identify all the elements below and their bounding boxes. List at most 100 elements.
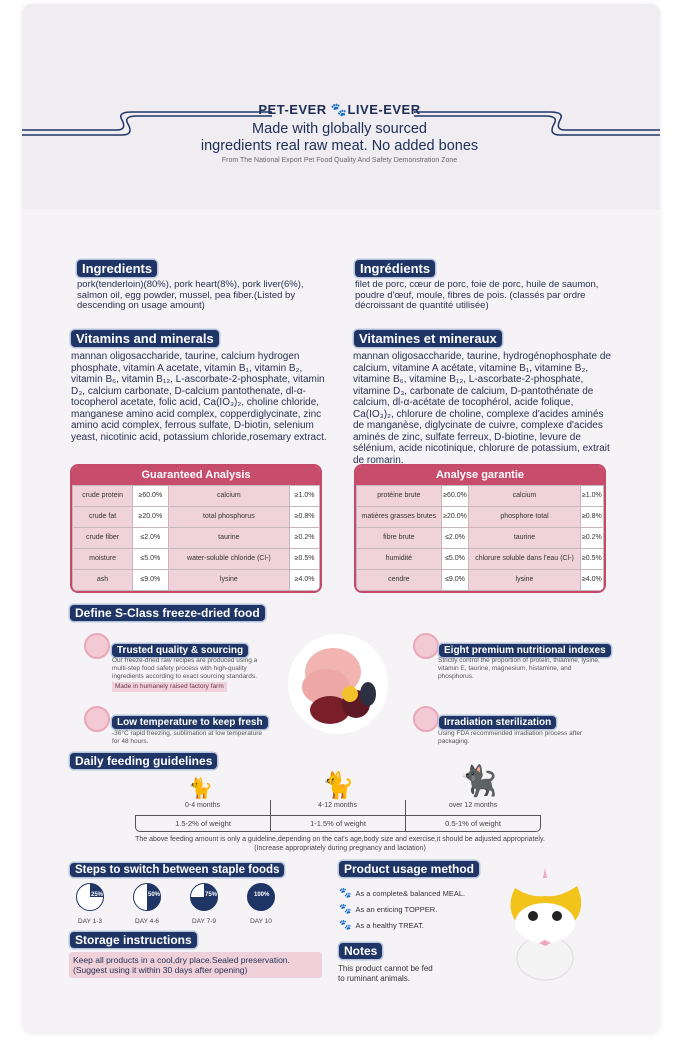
nutrient-name: ash <box>72 569 134 591</box>
source-note: From The National Export Pet Food Qualit… <box>221 157 458 164</box>
amount-cell: 1.5-2% of weight <box>136 816 271 831</box>
table-row: crude fiber ≤2.0% taurine ≥0.2% <box>72 527 320 549</box>
nutrient-name: fibre brute <box>356 527 442 549</box>
young-cat-icon: 🐈 <box>322 770 355 800</box>
table-row: protéine brute ≥60.0% calcium ≥1.0% <box>356 485 604 507</box>
fish-icon <box>84 633 110 659</box>
nutrient-name: calcium <box>468 485 581 507</box>
storage-text: Keep all products in a cool,dry place.Se… <box>69 952 322 978</box>
nutrient-name: calcium <box>167 485 291 507</box>
nutrient-name: total phosphorus <box>167 506 291 528</box>
nutrient-name: taurine <box>468 527 581 549</box>
nutrient-value: ≥0.8% <box>289 506 320 528</box>
switch-day-label: DAY 1-3 <box>78 918 102 925</box>
nutrient-name: taurine <box>167 527 291 549</box>
nutrient-name: lysine <box>167 569 291 591</box>
nutrient-value: ≥0.2% <box>579 527 604 549</box>
nutrient-name: cendre <box>356 569 442 591</box>
amount-cell: 0.5-1% of weight <box>445 819 501 828</box>
notes-text: This product cannot be fed to ruminant a… <box>338 964 433 983</box>
age-label: 4-12 months <box>318 802 357 809</box>
vitamins-fr-heading: Vitamines et mineraux <box>354 330 502 347</box>
nutrient-value: ≥4.0% <box>289 569 320 591</box>
switch-heading: Steps to switch between staple foods <box>70 863 285 877</box>
nutrient-name: chlorure soluble dans l'eau (Cl-) <box>468 548 581 570</box>
feature-badge: Made in humanely raised factory farm <box>112 682 227 692</box>
nutrient-name: crude protein <box>72 485 134 507</box>
raw-meat-image <box>288 634 388 734</box>
nutrient-value: ≤5.0% <box>132 548 169 570</box>
nutrient-value: ≤9.0% <box>440 569 470 591</box>
nutrient-value: ≥0.8% <box>579 506 604 528</box>
nutrient-name: crude fiber <box>72 527 134 549</box>
nutrient-value: ≤2.0% <box>440 527 470 549</box>
nutrient-value: ≥1.0% <box>289 485 320 507</box>
storage-heading: Storage instructions <box>70 932 197 948</box>
feature-text: -36°C rapid freezing, sublimation at low… <box>112 730 263 745</box>
nutrient-value: ≤9.0% <box>132 569 169 591</box>
paw-icon: 🐾 <box>339 888 352 899</box>
analyse-garantie-table: Analyse garantie protéine brute ≥60.0% cal… <box>354 464 606 593</box>
feature-title: Trusted quality & sourcing <box>112 644 249 657</box>
amount-cell: 1-1.5% of weight <box>271 816 406 831</box>
table-title: Analyse garantie <box>356 466 604 485</box>
nutrient-name: moisture <box>72 548 134 570</box>
nutrient-value: ≥1.0% <box>579 485 604 507</box>
feature-text: Our freeze-dried raw recipes are produce… <box>112 657 258 680</box>
nutrient-value: ≥4.0% <box>579 569 604 591</box>
table-row: cendre ≤9.0% lysine ≥4.0% <box>356 569 604 591</box>
feature-title: Eight premium nutritional indexes <box>439 644 611 657</box>
switch-day-label: DAY 4-6 <box>135 918 159 925</box>
feeding-heading: Daily feeding guidelines <box>70 753 218 769</box>
ingredients-fr-heading: Ingrédients <box>355 260 436 277</box>
feature-text: Strictly control the proportion of prote… <box>438 657 600 680</box>
feature-text: Using FDA recommended irradiation proces… <box>438 730 583 745</box>
nutrient-name: phosphore total <box>468 506 581 528</box>
table-row: humidité ≤5.0% chlorure soluble dans l'eau… <box>356 548 604 570</box>
mascot-image <box>510 868 582 981</box>
switch-day-label: DAY 7-9 <box>192 918 216 925</box>
feeding-note: The above feeding amount is only a guide… <box>135 836 545 852</box>
nutrient-value: ≥20.0% <box>440 506 470 528</box>
nutrient-name: humidité <box>356 548 442 570</box>
age-label: over 12 months <box>448 802 498 809</box>
switch-progress-pie: 50% <box>133 883 161 911</box>
age-label: 0-4 months <box>184 802 221 809</box>
nutrient-name: matières grasses brutes <box>356 506 442 528</box>
switch-percent: 100% <box>254 892 270 898</box>
nutrient-value: ≤2.0% <box>132 527 169 549</box>
nutrient-name: water-soluble chloride (Cl-) <box>167 548 291 570</box>
table-row: crude fat ≥20.0% total phosphorus ≥0.8% <box>72 506 320 528</box>
table-row: ash ≤9.0% lysine ≥4.0% <box>72 569 320 591</box>
top-band <box>22 4 660 209</box>
paw-icon: 🐾 <box>339 920 352 931</box>
kitten-icon: 🐈 <box>188 778 213 800</box>
sclass-heading: Define S-Class freeze-dried food <box>70 605 265 621</box>
vitamins-fr-text: mannan oligosaccharide, taurine, hydrogé… <box>353 351 611 466</box>
paw-icon: 🐾 <box>339 904 352 915</box>
nutrient-value: ≥0.5% <box>289 548 320 570</box>
nutrient-value: ≥60.0% <box>132 485 169 507</box>
radiation-icon <box>413 706 439 732</box>
nutrient-value: ≥20.0% <box>132 506 169 528</box>
switch-percent: 50% <box>148 892 161 898</box>
usage-item: 🐾 As a complete& balanced MEAL. <box>339 888 466 899</box>
nutrient-value: ≥60.0% <box>440 485 470 507</box>
ingredients-heading: Ingredients <box>77 260 158 277</box>
usage-heading: Product usage method <box>339 861 480 877</box>
vitamins-heading: Vitamins and minerals <box>71 330 219 347</box>
nutrient-value: ≥0.2% <box>289 527 320 549</box>
switch-progress-pie: 25% <box>76 883 104 911</box>
feeding-table: 0-4 months 4-12 months over 12 months 1.… <box>135 800 541 832</box>
feature-title: Low temperature to keep fresh <box>112 716 268 729</box>
table-row: crude protein ≥60.0% calcium ≥1.0% <box>72 485 320 507</box>
ingredients-text: pork(tenderloin)(80%), pork heart(8%), p… <box>77 279 304 311</box>
nutrient-name: protéine brute <box>356 485 442 507</box>
tagline: Made with globally sourced ingredients re… <box>200 121 479 154</box>
feature-title: Irradiation sterilization <box>439 716 557 729</box>
nutrient-value: ≤5.0% <box>440 548 470 570</box>
notes-heading: Notes <box>339 943 383 959</box>
usage-list: 🐾 As a complete& balanced MEAL. 🐾 As an en… <box>339 886 465 934</box>
adult-cat-icon: 🐈‍⬛ <box>460 765 498 798</box>
target-icon <box>413 633 439 659</box>
